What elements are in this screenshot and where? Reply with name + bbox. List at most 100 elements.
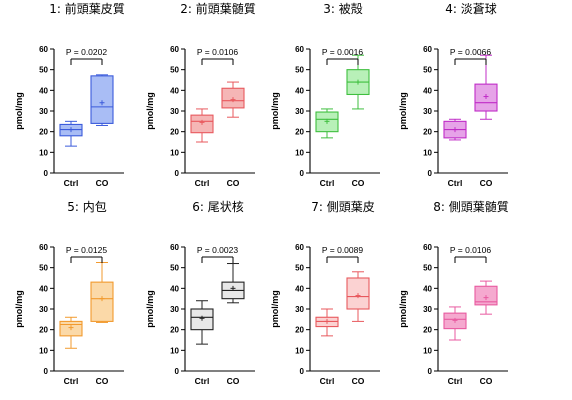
y-tick-label: 40 xyxy=(39,86,48,95)
y-tick-label: 50 xyxy=(39,66,48,75)
y-tick-label: 20 xyxy=(295,128,304,137)
y-axis-label: pmol/mg xyxy=(14,92,24,130)
y-tick-label: 20 xyxy=(170,128,179,137)
x-tick-label: CO xyxy=(227,178,240,188)
x-tick-label: Ctrl xyxy=(64,376,79,386)
panel-title: 2: 前頭葉髄質 xyxy=(180,1,256,16)
y-tick-label: 10 xyxy=(423,346,432,355)
p-value-label: P = 0.0023 xyxy=(197,245,238,255)
y-tick-label: 10 xyxy=(39,148,48,157)
x-tick-label: Ctrl xyxy=(448,376,463,386)
p-value-label: P = 0.0106 xyxy=(450,245,491,255)
y-tick-label: 40 xyxy=(170,86,179,95)
p-value-label: P = 0.0202 xyxy=(66,47,107,57)
y-tick-label: 30 xyxy=(295,107,304,116)
y-axis-label: pmol/mg xyxy=(270,290,280,328)
panel-title: 8: 側頭葉髄質 xyxy=(433,199,509,214)
x-tick-label: CO xyxy=(96,178,109,188)
y-tick-label: 50 xyxy=(170,66,179,75)
y-tick-label: 50 xyxy=(295,264,304,273)
y-tick-label: 60 xyxy=(170,243,179,252)
x-tick-label: Ctrl xyxy=(195,178,210,188)
y-tick-label: 40 xyxy=(295,284,304,293)
x-tick-label: Ctrl xyxy=(320,178,335,188)
x-tick-label: CO xyxy=(480,376,493,386)
chart-panel-3: 3: 被殻 pmol/mg 0 10 20 30 40 50 60 Ctrl CO P = 0.001… xyxy=(270,2,380,188)
y-tick-label: 10 xyxy=(423,148,432,157)
y-tick-label: 40 xyxy=(423,86,432,95)
y-tick-label: 0 xyxy=(175,367,180,376)
y-tick-label: 60 xyxy=(39,45,48,54)
chart-panel-5: 5: 内包 pmol/mg 0 10 20 30 40 50 60 Ctrl CO P = 0.012… xyxy=(14,200,124,386)
y-tick-label: 30 xyxy=(423,305,432,314)
y-tick-label: 0 xyxy=(428,169,433,178)
y-tick-label: 20 xyxy=(39,128,48,137)
y-tick-label: 0 xyxy=(175,169,180,178)
y-tick-label: 60 xyxy=(295,45,304,54)
y-tick-label: 20 xyxy=(170,326,179,335)
x-tick-label: Ctrl xyxy=(64,178,79,188)
x-tick-label: CO xyxy=(352,376,365,386)
p-value-label: P = 0.0016 xyxy=(322,47,363,57)
chart-panel-7: 7: 側頭葉皮 pmol/mg 0 10 20 30 40 50 60 Ctrl CO P = 0.0… xyxy=(270,200,380,386)
panel-title: 4: 淡蒼球 xyxy=(445,2,497,16)
p-value-label: P = 0.0066 xyxy=(450,47,491,57)
y-tick-label: 0 xyxy=(428,367,433,376)
y-tick-label: 20 xyxy=(295,326,304,335)
y-axis-label: pmol/mg xyxy=(398,290,408,328)
y-tick-label: 50 xyxy=(295,66,304,75)
y-tick-label: 30 xyxy=(170,107,179,116)
box-body xyxy=(90,281,114,322)
y-tick-label: 20 xyxy=(39,326,48,335)
chart-panel-1: 1: 前頭葉皮質 pmol/mg 0 10 20 30 40 50 60 Ctrl CO P = 0.… xyxy=(14,1,125,188)
y-tick-label: 50 xyxy=(170,264,179,273)
y-tick-label: 50 xyxy=(39,264,48,273)
p-value-label: P = 0.0106 xyxy=(197,47,238,57)
y-tick-label: 10 xyxy=(170,346,179,355)
chart-panel-8: 8: 側頭葉髄質 pmol/mg 0 10 20 30 40 50 60 Ctrl CO P = 0.… xyxy=(398,199,509,386)
panel-title: 7: 側頭葉皮 xyxy=(311,200,375,214)
y-axis-label: pmol/mg xyxy=(270,92,280,130)
p-value-label: P = 0.0089 xyxy=(322,245,363,255)
y-tick-label: 0 xyxy=(44,169,49,178)
y-tick-label: 30 xyxy=(170,305,179,314)
box-body xyxy=(90,75,114,124)
chart-panel-4: 4: 淡蒼球 pmol/mg 0 10 20 30 40 50 60 Ctrl CO P = 0.00… xyxy=(398,2,508,188)
y-tick-label: 10 xyxy=(295,148,304,157)
y-tick-label: 30 xyxy=(39,305,48,314)
panel-title: 6: 尾状核 xyxy=(192,200,244,214)
y-tick-label: 0 xyxy=(300,367,305,376)
x-tick-label: Ctrl xyxy=(448,178,463,188)
p-value-label: P = 0.0125 xyxy=(66,245,107,255)
y-axis-label: pmol/mg xyxy=(145,290,155,328)
y-tick-label: 50 xyxy=(423,66,432,75)
panel-title: 1: 前頭葉皮質 xyxy=(49,1,125,16)
y-tick-label: 0 xyxy=(44,367,49,376)
y-tick-label: 10 xyxy=(170,148,179,157)
y-tick-label: 60 xyxy=(423,45,432,54)
y-tick-label: 40 xyxy=(295,86,304,95)
y-tick-label: 60 xyxy=(423,243,432,252)
y-tick-label: 40 xyxy=(170,284,179,293)
y-axis-label: pmol/mg xyxy=(14,290,24,328)
y-tick-label: 20 xyxy=(423,128,432,137)
y-tick-label: 30 xyxy=(295,305,304,314)
y-tick-label: 40 xyxy=(423,284,432,293)
x-tick-label: CO xyxy=(96,376,109,386)
x-tick-label: CO xyxy=(480,178,493,188)
y-tick-label: 30 xyxy=(39,107,48,116)
y-tick-label: 0 xyxy=(300,169,305,178)
y-tick-label: 60 xyxy=(39,243,48,252)
y-tick-label: 50 xyxy=(423,264,432,273)
chart-panel-6: 6: 尾状核 pmol/mg 0 10 20 30 40 50 60 Ctrl CO P = 0.00… xyxy=(145,200,255,386)
y-axis-label: pmol/mg xyxy=(398,92,408,130)
y-tick-label: 60 xyxy=(170,45,179,54)
panel-title: 5: 内包 xyxy=(67,200,107,214)
chart-panel-2: 2: 前頭葉髄質 pmol/mg 0 10 20 30 40 50 60 Ctrl CO P = 0.… xyxy=(145,1,256,188)
x-tick-label: Ctrl xyxy=(320,376,335,386)
y-tick-label: 30 xyxy=(423,107,432,116)
x-tick-label: CO xyxy=(227,376,240,386)
y-axis-label: pmol/mg xyxy=(145,92,155,130)
